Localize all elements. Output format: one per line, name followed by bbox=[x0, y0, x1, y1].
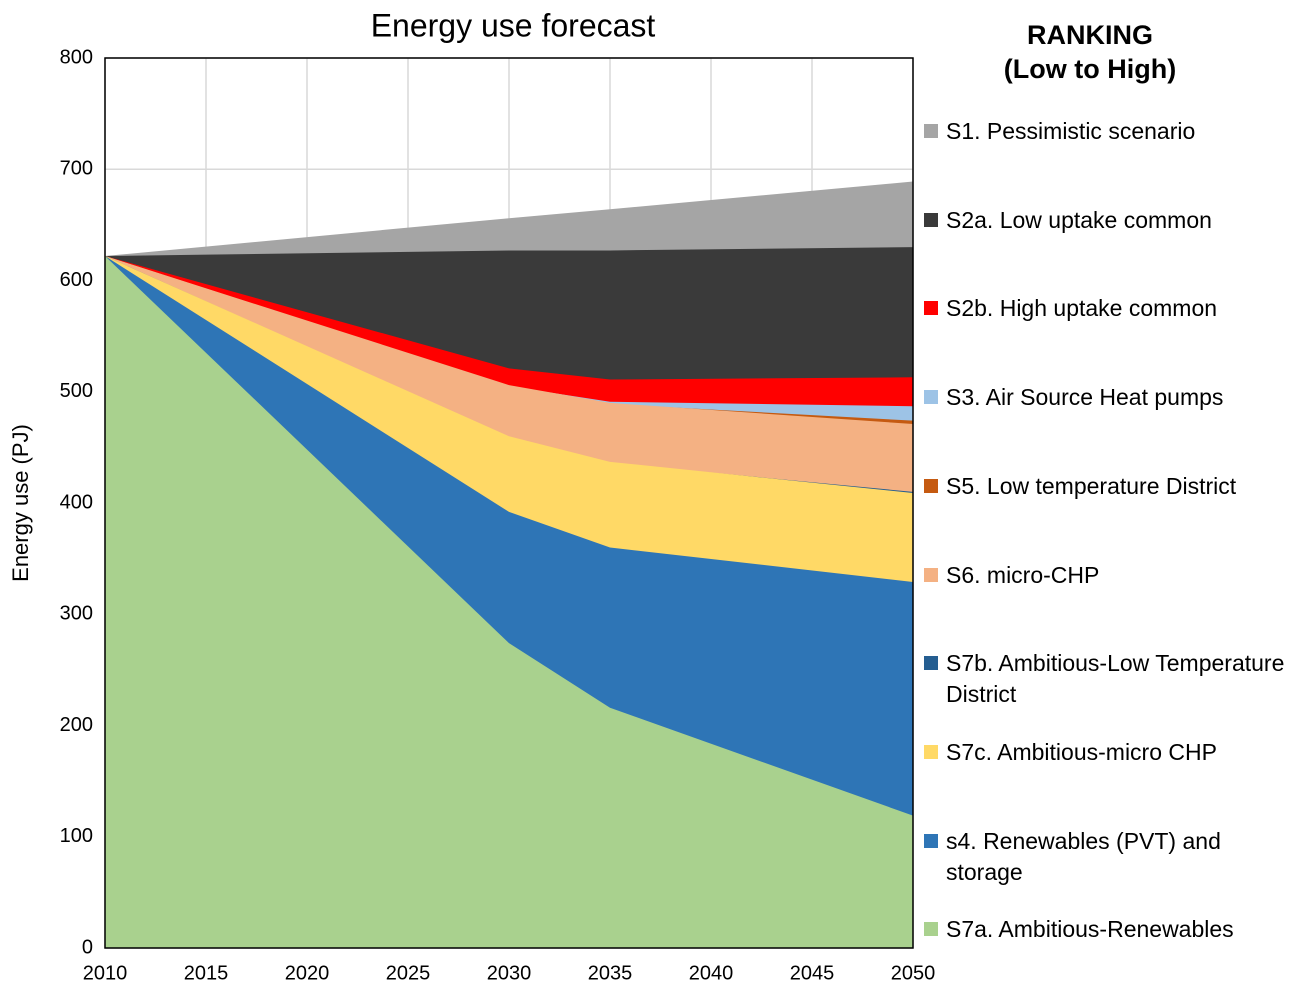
x-tick-label: 2020 bbox=[285, 962, 330, 984]
legend-swatch bbox=[924, 212, 938, 227]
legend-swatch bbox=[924, 833, 938, 848]
legend-label: S6. micro-CHP bbox=[946, 561, 1100, 588]
y-tick-label: 700 bbox=[60, 158, 93, 180]
legend-title-line: RANKING bbox=[1027, 20, 1153, 50]
y-tick-label: 400 bbox=[60, 491, 93, 513]
legend-label: S5. Low temperature District bbox=[946, 472, 1237, 499]
legend-label: S7b. Ambitious-Low Temperature District bbox=[946, 650, 1285, 708]
legend-swatch bbox=[924, 301, 938, 316]
legend-swatch bbox=[924, 922, 938, 937]
legend-item: s4. Renewables (PVT) and storage bbox=[924, 826, 1294, 888]
y-tick-label: 600 bbox=[60, 269, 93, 291]
y-tick-label: 100 bbox=[60, 825, 93, 847]
y-tick-label: 500 bbox=[60, 380, 93, 402]
legend-swatch bbox=[924, 744, 938, 759]
x-tick-label: 2030 bbox=[487, 962, 532, 984]
legend-item: S7a. Ambitious-Renewables bbox=[924, 914, 1294, 945]
legend-item: S5. Low temperature District bbox=[924, 471, 1294, 502]
legend-swatch bbox=[924, 656, 938, 671]
legend-swatch bbox=[924, 478, 938, 493]
legend-item: S3. Air Source Heat pumps bbox=[924, 382, 1294, 413]
legend-label: S7a. Ambitious-Renewables bbox=[946, 916, 1234, 943]
area bbox=[105, 256, 913, 948]
legend-swatch bbox=[924, 567, 938, 582]
legend-label: S1. Pessimistic scenario bbox=[946, 118, 1196, 144]
legend-item: S2a. Low uptake common bbox=[924, 205, 1294, 236]
legend-swatch bbox=[924, 124, 938, 138]
areas bbox=[105, 181, 913, 949]
x-tick-label: 2035 bbox=[588, 962, 633, 984]
y-axis-label: Energy use (PJ) bbox=[8, 424, 33, 582]
chart-title: Energy use forecast bbox=[371, 7, 656, 43]
y-tick-label: 200 bbox=[60, 714, 93, 736]
x-tick-label: 2050 bbox=[891, 962, 936, 984]
legend-item: S2b. High uptake common bbox=[924, 293, 1294, 324]
legend-item: S7c. Ambitious-micro CHP bbox=[924, 737, 1294, 768]
x-tick-label: 2010 bbox=[83, 962, 128, 984]
legend-item: S6. micro-CHP bbox=[924, 560, 1294, 591]
legend-title-line: (Low to High) bbox=[1003, 54, 1177, 84]
legend-swatch bbox=[924, 390, 938, 405]
x-tick-label: 2045 bbox=[790, 962, 835, 984]
x-tick-label: 2040 bbox=[689, 962, 734, 984]
legend-label: S2b. High uptake common bbox=[946, 295, 1218, 322]
legend-label: S2a. Low uptake common bbox=[946, 206, 1212, 233]
legend-label: s4. Renewables (PVT) and storage bbox=[946, 827, 1221, 885]
legend-title: RANKING (Low to High) bbox=[940, 18, 1240, 86]
legend-label: S3. Air Source Heat pumps bbox=[946, 384, 1224, 411]
y-tick-label: 300 bbox=[60, 603, 93, 625]
legend-item: S7b. Ambitious-Low Temperature District bbox=[924, 648, 1294, 710]
y-tick-label: 0 bbox=[82, 936, 93, 958]
plot-border bbox=[104, 57, 914, 949]
x-tick-label: 2025 bbox=[386, 962, 431, 984]
x-tick-label: 2015 bbox=[184, 962, 229, 984]
legend-label: S7c. Ambitious-micro CHP bbox=[946, 738, 1217, 765]
legend-item: S1. Pessimistic scenario bbox=[924, 116, 1294, 147]
y-tick-label: 800 bbox=[60, 46, 93, 68]
